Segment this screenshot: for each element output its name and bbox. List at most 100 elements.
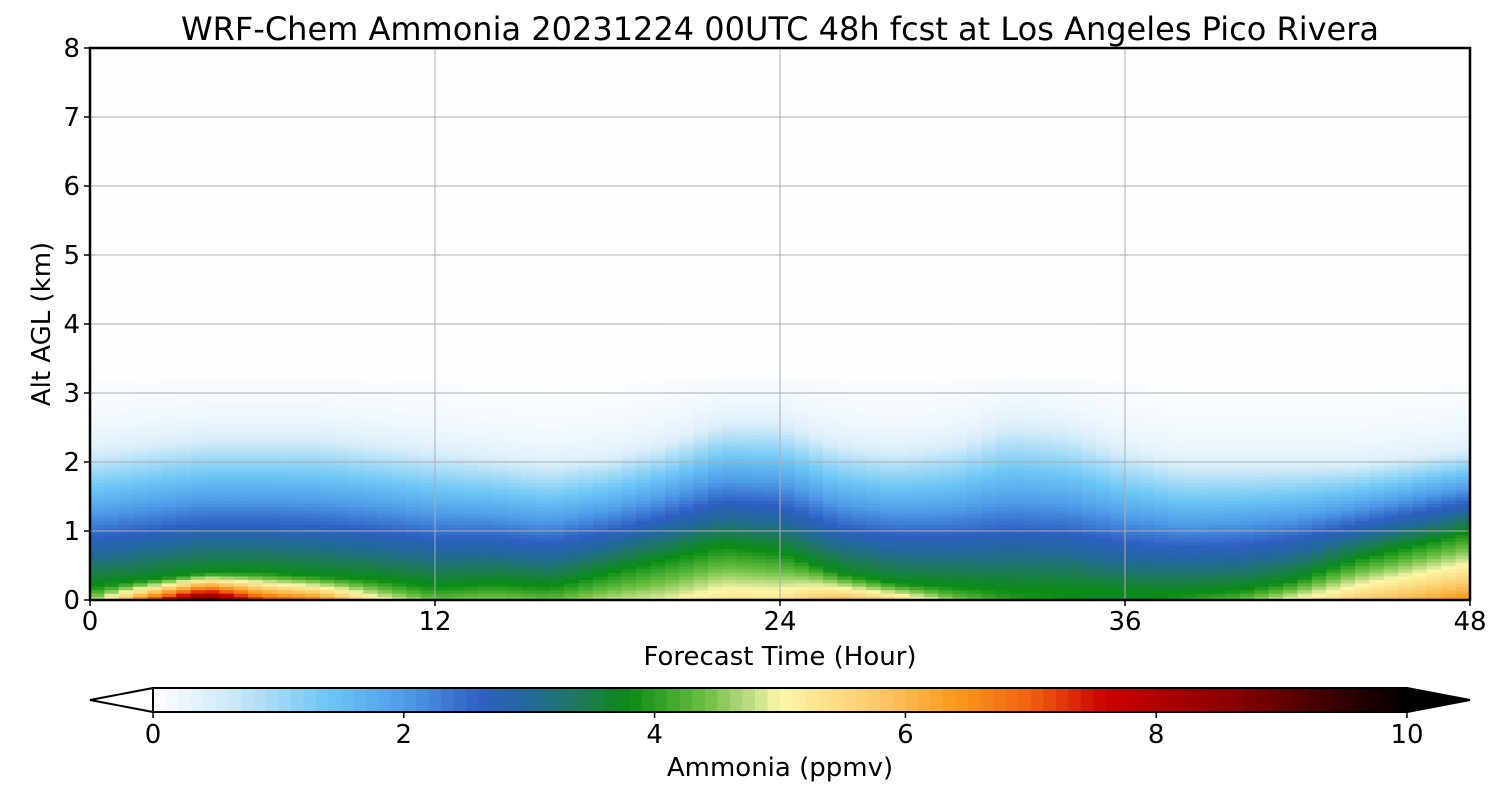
heatmap-cell bbox=[1081, 465, 1097, 470]
heatmap-cell bbox=[506, 451, 522, 456]
heatmap-cell bbox=[248, 589, 264, 594]
heatmap-cell bbox=[147, 427, 163, 432]
heatmap-cell bbox=[1010, 499, 1025, 504]
heatmap-cell bbox=[320, 458, 335, 463]
heatmap-cell bbox=[550, 586, 565, 591]
heatmap-cell bbox=[550, 424, 565, 429]
heatmap-cell bbox=[435, 531, 450, 536]
heatmap-cell bbox=[492, 579, 508, 584]
heatmap-cell bbox=[851, 462, 867, 467]
heatmap-cell bbox=[679, 589, 695, 594]
heatmap-cell bbox=[233, 537, 249, 542]
heatmap-cell bbox=[1067, 544, 1083, 549]
heatmap-cell bbox=[377, 417, 393, 422]
heatmap-cell bbox=[377, 399, 393, 404]
heatmap-cell bbox=[1125, 562, 1140, 567]
heatmap-cell bbox=[205, 544, 220, 549]
heatmap-cell bbox=[492, 455, 508, 460]
heatmap-cell bbox=[276, 441, 292, 446]
heatmap-cell bbox=[176, 575, 192, 580]
heatmap-cell bbox=[995, 424, 1011, 429]
heatmap-cell bbox=[1010, 386, 1025, 391]
heatmap-cell bbox=[391, 517, 407, 522]
heatmap-cell bbox=[866, 451, 882, 456]
heatmap-cell bbox=[578, 493, 594, 498]
heatmap-cell bbox=[1010, 551, 1025, 556]
heatmap-cell bbox=[1081, 472, 1097, 477]
heatmap-cell bbox=[751, 558, 767, 563]
heatmap-cell bbox=[90, 579, 105, 584]
heatmap-cell bbox=[909, 586, 925, 591]
heatmap-cell bbox=[636, 593, 652, 598]
heatmap-cell bbox=[1125, 444, 1140, 449]
heatmap-cell bbox=[995, 506, 1011, 511]
heatmap-cell bbox=[176, 396, 192, 401]
heatmap-cell bbox=[837, 589, 853, 594]
heatmap-cell bbox=[851, 389, 867, 394]
heatmap-cell bbox=[190, 558, 206, 563]
heatmap-cell bbox=[291, 586, 307, 591]
heatmap-cell bbox=[593, 451, 609, 456]
heatmap-cell bbox=[607, 468, 623, 473]
heatmap-cell bbox=[176, 503, 192, 508]
heatmap-cell bbox=[621, 555, 637, 560]
heatmap-cell bbox=[1096, 410, 1112, 415]
heatmap-cell bbox=[506, 596, 522, 600]
heatmap-cell bbox=[607, 424, 623, 429]
heatmap-cell bbox=[420, 399, 436, 404]
heatmap-cell bbox=[578, 389, 594, 394]
heatmap-cell bbox=[765, 489, 781, 494]
heatmap-cell bbox=[363, 562, 379, 567]
heatmap-cell bbox=[895, 448, 910, 453]
heatmap-cell bbox=[1081, 527, 1097, 532]
heatmap-cell bbox=[564, 575, 580, 580]
heatmap-cell bbox=[794, 458, 810, 463]
heatmap-cell bbox=[837, 531, 853, 536]
heatmap-cell bbox=[765, 482, 781, 487]
heatmap-cell bbox=[938, 441, 954, 446]
heatmap-cell bbox=[938, 520, 954, 525]
heatmap-cell bbox=[981, 441, 997, 446]
heatmap-cell bbox=[176, 468, 192, 473]
heatmap-cell bbox=[291, 493, 307, 498]
heatmap-cell bbox=[851, 406, 867, 411]
heatmap-cell bbox=[665, 399, 680, 404]
heatmap-cell bbox=[377, 451, 393, 456]
heatmap-cell bbox=[118, 472, 134, 477]
heatmap-cell bbox=[708, 527, 724, 532]
heatmap-cell bbox=[650, 399, 666, 404]
heatmap-cell bbox=[808, 393, 824, 398]
heatmap-cell bbox=[837, 582, 853, 587]
heatmap-cell bbox=[780, 468, 795, 473]
heatmap-cell bbox=[90, 434, 105, 439]
heatmap-cell bbox=[895, 541, 910, 546]
heatmap-cell bbox=[176, 520, 192, 525]
heatmap-cell bbox=[1067, 434, 1083, 439]
heatmap-cell bbox=[1038, 575, 1054, 580]
heatmap-cell bbox=[506, 479, 522, 484]
heatmap-cell bbox=[1081, 468, 1097, 473]
heatmap-cell bbox=[391, 437, 407, 442]
heatmap-cell bbox=[377, 527, 393, 532]
heatmap-cell bbox=[118, 486, 134, 491]
heatmap-cell bbox=[765, 417, 781, 422]
heatmap-cell bbox=[794, 430, 810, 435]
heatmap-cell bbox=[708, 548, 724, 553]
heatmap-cell bbox=[262, 475, 278, 480]
heatmap-cell bbox=[564, 410, 580, 415]
heatmap-cell bbox=[1081, 562, 1097, 567]
heatmap-cell bbox=[938, 444, 954, 449]
heatmap-cell bbox=[348, 462, 364, 467]
heatmap-cell bbox=[248, 548, 264, 553]
heatmap-cell bbox=[435, 524, 450, 529]
heatmap-cell bbox=[808, 499, 824, 504]
heatmap-cell bbox=[176, 386, 192, 391]
heatmap-cell bbox=[1053, 430, 1069, 435]
heatmap-cell bbox=[837, 434, 853, 439]
heatmap-cell bbox=[147, 448, 163, 453]
heatmap-cell bbox=[895, 596, 910, 600]
heatmap-cell bbox=[636, 379, 652, 384]
heatmap-cell bbox=[1067, 468, 1083, 473]
heatmap-cell bbox=[981, 424, 997, 429]
heatmap-cell bbox=[176, 596, 192, 600]
